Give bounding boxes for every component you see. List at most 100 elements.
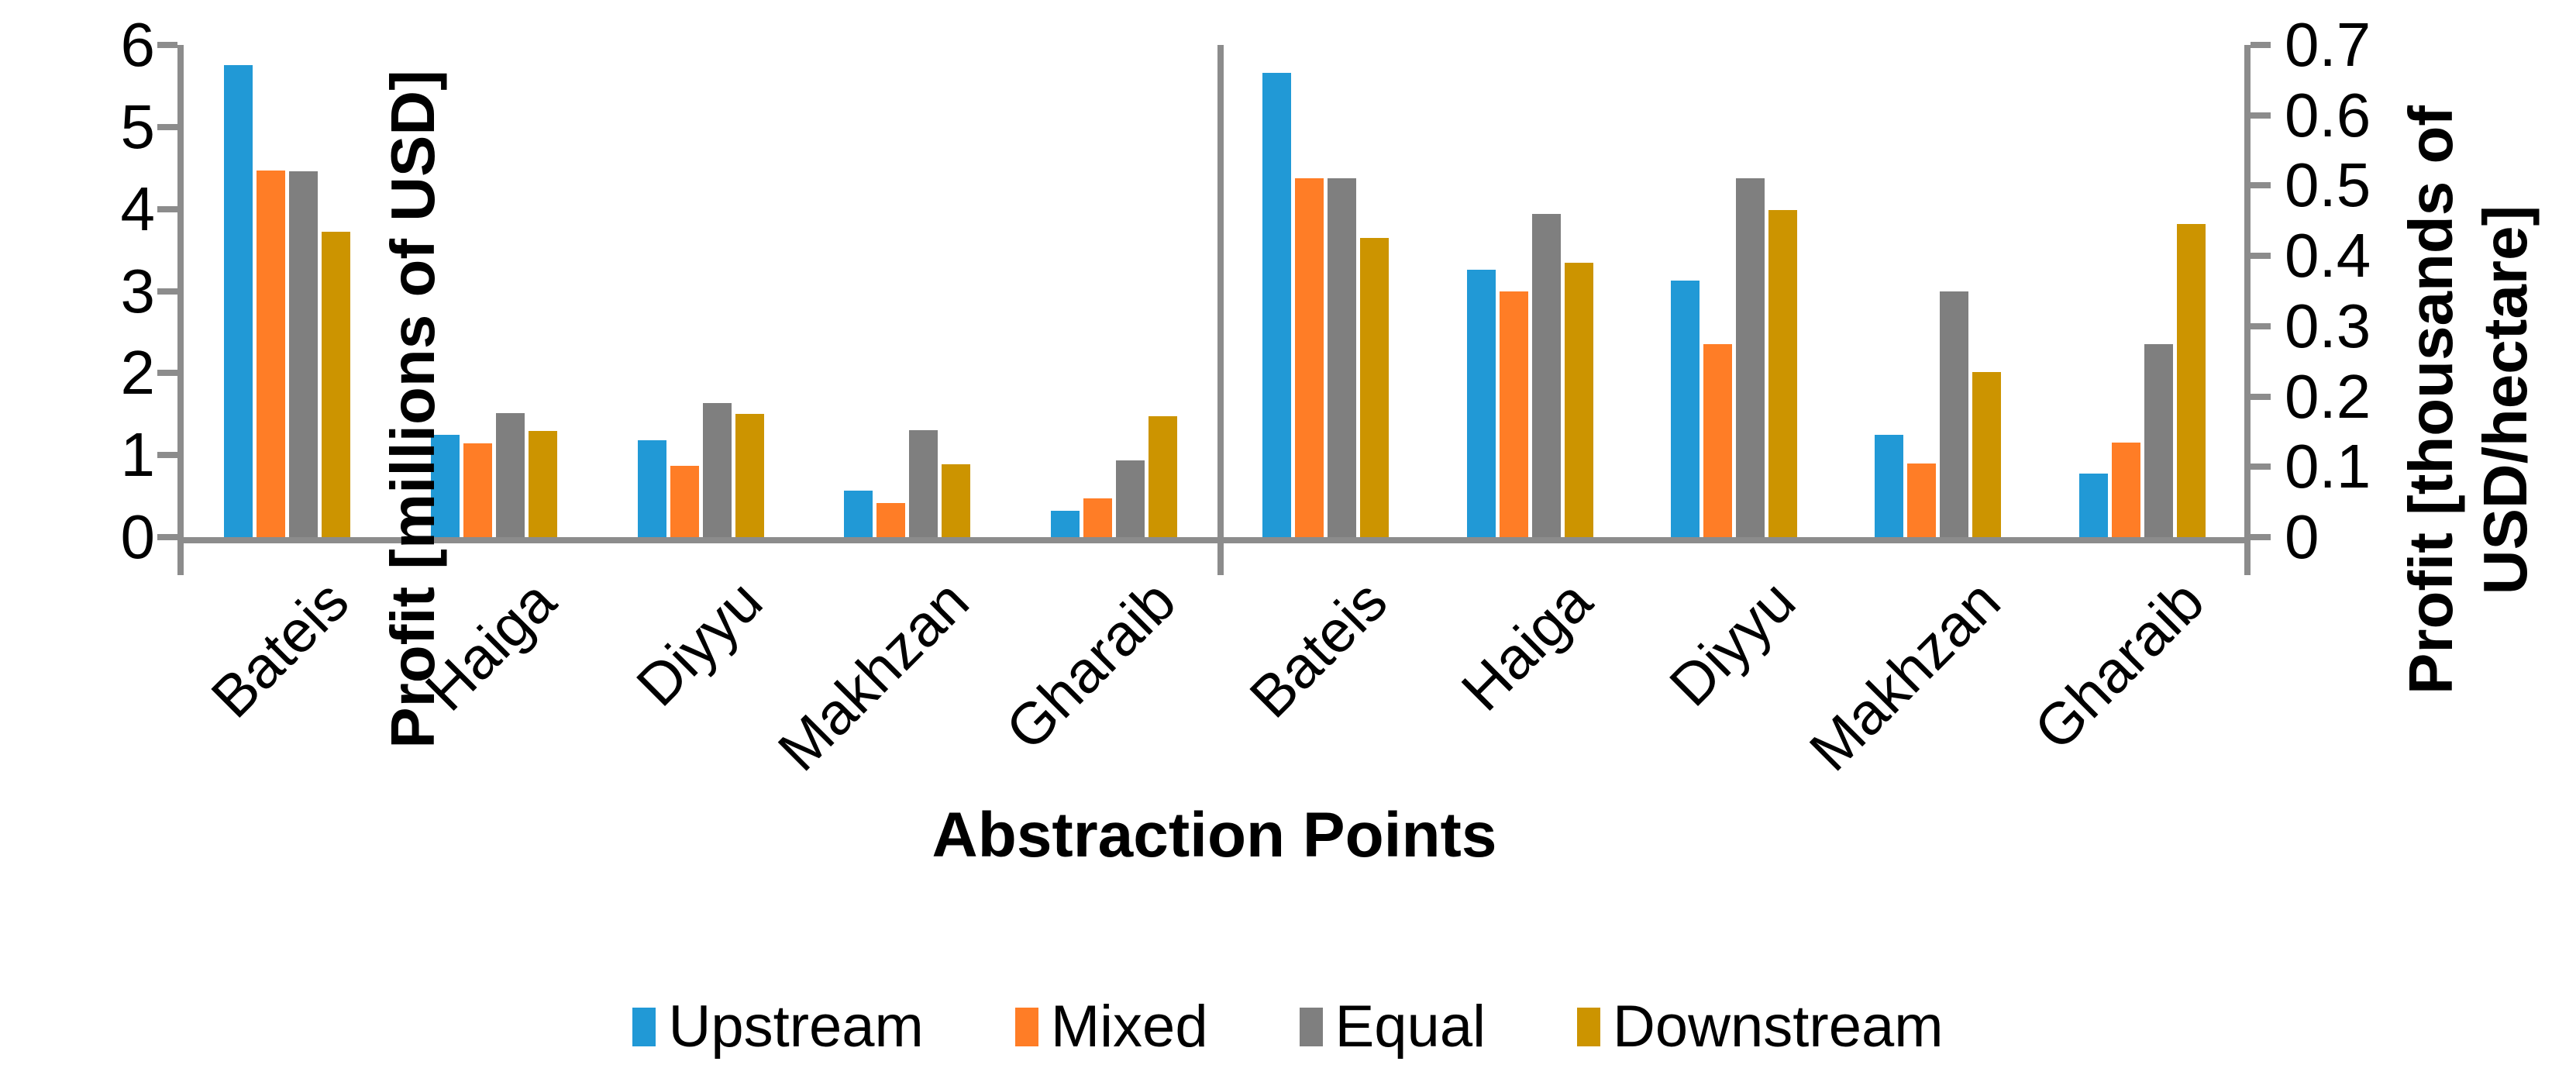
legend-swatch-mixed	[1014, 1008, 1038, 1046]
right-axis-tick-label: 0.3	[2285, 291, 2371, 360]
left-axis-tick	[157, 288, 177, 295]
legend-swatch-upstream	[632, 1008, 656, 1046]
bar-equal-bateis	[1328, 178, 1357, 537]
left-axis-tick	[157, 452, 177, 459]
bar-upstream-makhzan	[844, 490, 873, 537]
bar-downstream-bateis	[321, 232, 350, 537]
x-axis-baseline	[177, 537, 2251, 543]
bar-mixed-diyyu	[1703, 343, 1732, 537]
bar-equal-haiga	[1531, 213, 1561, 537]
left-axis-tick	[157, 205, 177, 212]
bar-downstream-diyyu	[735, 414, 764, 537]
bar-upstream-bateis	[1262, 73, 1292, 537]
bar-upstream-gharaib	[2078, 474, 2108, 537]
legend-label: Upstream	[668, 994, 924, 1060]
bar-mixed-haiga	[463, 443, 492, 537]
bar-mixed-bateis	[1295, 178, 1324, 537]
bar-downstream-gharaib	[2176, 224, 2206, 537]
bar-mixed-gharaib	[2111, 442, 2140, 537]
bar-downstream-haiga	[528, 431, 557, 537]
x-axis-title: Abstraction Points	[932, 800, 1497, 870]
panel-divider-line	[1217, 45, 1224, 575]
bar-upstream-haiga	[1466, 270, 1496, 537]
bar-mixed-makhzan	[1907, 463, 1937, 537]
category-label: Diyyu	[624, 567, 775, 719]
bar-upstream-diyyu	[1671, 280, 1700, 537]
left-axis-tick	[157, 370, 177, 377]
category-label: Diyyu	[1657, 567, 1809, 719]
bar-mixed-haiga	[1499, 291, 1528, 537]
right-axis-tick	[2251, 534, 2271, 540]
left-axis-tick-label: 0	[120, 502, 156, 571]
legend-swatch-equal	[1299, 1008, 1323, 1046]
legend-item-downstream: Downstream	[1576, 994, 1944, 1060]
bar-upstream-gharaib	[1051, 511, 1080, 537]
left-axis-tick-label: 5	[120, 91, 156, 161]
bar-mixed-makhzan	[876, 502, 906, 537]
bar-equal-gharaib	[2144, 343, 2173, 537]
category-label: Makhzan	[766, 567, 982, 784]
right-axis-tick	[2251, 253, 2271, 260]
right-axis-tick-label: 0.1	[2285, 432, 2371, 501]
right-axis-tick	[2251, 182, 2271, 189]
category-label: Haiga	[1448, 567, 1605, 724]
left-y-axis-line	[177, 45, 184, 575]
left-axis-tick-label: 3	[120, 256, 156, 326]
legend-label: Mixed	[1050, 994, 1208, 1060]
bar-downstream-haiga	[1564, 263, 1593, 537]
left-axis-tick-label: 6	[120, 10, 156, 79]
right-y-axis-title-line1: Profit [thousands of	[2396, 105, 2465, 694]
bar-upstream-haiga	[430, 434, 460, 537]
right-axis-tick-label: 0	[2285, 502, 2319, 571]
bar-equal-makhzan	[1940, 291, 1969, 537]
right-y-axis-title: Profit [thousands of USD/hectare]	[2394, 71, 2543, 729]
left-axis-tick-label: 2	[120, 338, 156, 408]
bar-downstream-bateis	[1360, 238, 1390, 537]
right-axis-tick-label: 0.2	[2285, 361, 2371, 431]
bar-equal-diyyu	[1736, 178, 1765, 537]
right-axis-tick	[2251, 464, 2271, 470]
right-axis-tick-label: 0.7	[2285, 10, 2371, 79]
bar-upstream-makhzan	[1875, 435, 1904, 537]
right-y-axis-title-line2: USD/hectare]	[2471, 205, 2540, 595]
legend-item-equal: Equal	[1299, 994, 1486, 1060]
right-axis-tick	[2251, 393, 2271, 400]
bar-mixed-bateis	[256, 170, 285, 537]
category-label: Gharaib	[994, 567, 1189, 763]
category-label: Gharaib	[2021, 567, 2217, 763]
left-axis-tick	[157, 123, 177, 130]
right-axis-tick	[2251, 322, 2271, 329]
bar-downstream-makhzan	[1972, 371, 2002, 537]
legend-item-mixed: Mixed	[1014, 994, 1208, 1060]
bar-equal-bateis	[288, 171, 318, 537]
legend-item-upstream: Upstream	[632, 994, 924, 1060]
legend: Upstream Mixed Equal Downstream	[0, 996, 2576, 1058]
bar-equal-diyyu	[702, 403, 732, 537]
right-axis-tick	[2251, 112, 2271, 119]
left-axis-tick	[157, 42, 177, 48]
right-axis-tick	[2251, 42, 2271, 48]
bar-equal-gharaib	[1116, 460, 1145, 537]
bar-upstream-bateis	[223, 65, 253, 537]
left-axis-tick-label: 1	[120, 420, 156, 490]
legend-label: Downstream	[1612, 994, 1944, 1060]
left-axis-tick-label: 4	[120, 174, 156, 243]
bar-equal-haiga	[495, 413, 525, 537]
bar-mixed-gharaib	[1083, 498, 1113, 537]
bar-downstream-diyyu	[1768, 210, 1797, 537]
right-axis-tick-label: 0.4	[2285, 221, 2371, 291]
bar-upstream-diyyu	[637, 440, 666, 537]
bar-downstream-gharaib	[1149, 416, 1178, 537]
right-y-axis-line	[2244, 45, 2251, 575]
right-axis-tick-label: 0.6	[2285, 80, 2371, 150]
category-label: Bateis	[198, 567, 362, 731]
left-axis-tick	[157, 534, 177, 540]
legend-label: Equal	[1334, 994, 1486, 1060]
category-label: Bateis	[1238, 567, 1400, 731]
bar-mixed-diyyu	[670, 465, 699, 537]
bar-downstream-makhzan	[942, 464, 971, 537]
bar-equal-makhzan	[909, 430, 938, 537]
right-axis-tick-label: 0.5	[2285, 150, 2371, 220]
left-y-axis-title: Profit [millions of USD]	[378, 70, 447, 749]
